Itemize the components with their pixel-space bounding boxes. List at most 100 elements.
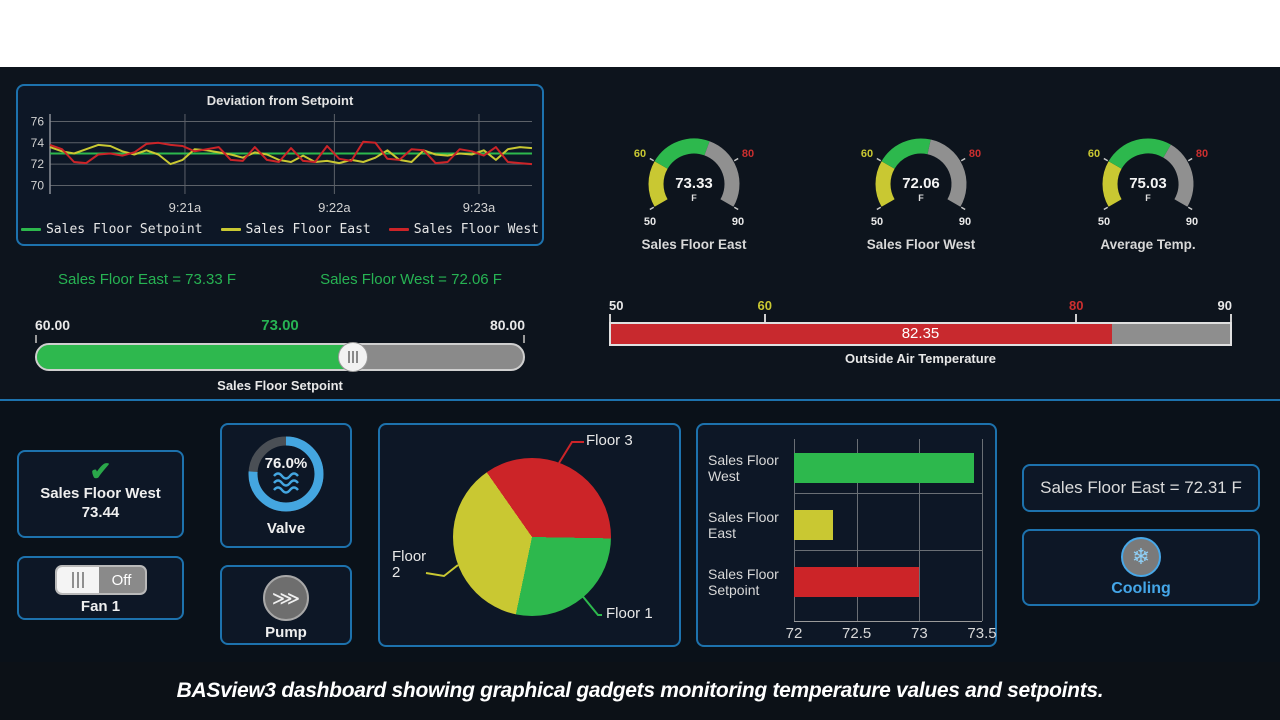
svg-text:72.06: 72.06 xyxy=(902,175,940,192)
svg-text:50: 50 xyxy=(871,216,883,228)
status-card: ✔ Sales Floor West 73.44 xyxy=(17,450,184,538)
valve-label: Valve xyxy=(266,520,306,537)
cooling-label: Cooling xyxy=(1111,580,1171,597)
oat-bar: 82.35 xyxy=(609,322,1232,346)
west-value-text: Sales Floor West = 72.06 F xyxy=(320,271,502,288)
bar-category-label: Sales Floor West xyxy=(708,452,779,484)
svg-text:80: 80 xyxy=(742,148,754,160)
gauge: 60 80 50 90 75.03 F Average Temp. xyxy=(1058,130,1238,252)
bar-axis-tick: 72.5 xyxy=(842,625,872,642)
oat-tick-label: 50 xyxy=(609,298,624,313)
pie-label-floor3: Floor 3 xyxy=(586,432,633,449)
valve-card: 76.0% Valve xyxy=(220,423,352,548)
bar-axis-tick: 73 xyxy=(910,625,928,642)
snowflake-icon: ❄ xyxy=(1131,544,1151,569)
top-white-band xyxy=(0,0,1280,67)
legend-item: Sales Floor East xyxy=(220,222,371,237)
bar xyxy=(794,510,833,540)
svg-text:90: 90 xyxy=(732,216,744,228)
gauge: 60 80 50 90 73.33 F Sales Floor East xyxy=(604,130,784,252)
pump-label: Pump xyxy=(265,624,307,641)
svg-text:72: 72 xyxy=(31,157,45,171)
fan-card: Off Fan 1 xyxy=(17,556,184,620)
slider-tick-max xyxy=(523,335,525,343)
valve-percent: 76.0% xyxy=(264,454,308,472)
svg-text:76: 76 xyxy=(31,114,45,128)
svg-text:60: 60 xyxy=(634,148,646,160)
svg-text:9:23a: 9:23a xyxy=(463,200,496,215)
slider-fill xyxy=(37,345,353,369)
oat-gadget: 50 60 80 90 82.35 Outside Air Temperature xyxy=(609,298,1232,366)
pump-card: ⋙ Pump xyxy=(220,565,352,645)
pump-button[interactable]: ⋙ xyxy=(263,575,309,621)
svg-text:70: 70 xyxy=(31,178,45,192)
oat-tick-label: 80 xyxy=(1069,298,1084,313)
fan-toggle[interactable]: Off xyxy=(54,565,147,595)
pie-label-floor1: Floor 1 xyxy=(606,605,653,622)
chart-legend: Sales Floor Setpoint Sales Floor East Sale… xyxy=(18,222,542,237)
east-value-text: Sales Floor East = 73.33 F xyxy=(58,271,237,288)
value-readouts: Sales Floor East = 73.33 F Sales Floor W… xyxy=(16,271,544,288)
slider-value-label: 73.00 xyxy=(261,317,299,334)
bar-category-label: Sales Floor Setpoint xyxy=(708,566,779,598)
bar xyxy=(794,453,975,483)
svg-text:60: 60 xyxy=(861,148,873,160)
cooling-button[interactable]: ❄ xyxy=(1121,537,1161,577)
gauge-row: 60 80 50 90 73.33 F Sales Floor East 60 80 50 90 72… xyxy=(604,130,1238,252)
pie-leader-lines xyxy=(425,441,602,616)
svg-text:80: 80 xyxy=(969,148,981,160)
waves-icon xyxy=(273,471,299,494)
bar-category-label: Sales Floor East xyxy=(708,509,779,541)
bar xyxy=(794,567,920,597)
svg-text:F: F xyxy=(1145,193,1151,203)
legend-swatch xyxy=(220,228,241,231)
section-divider xyxy=(0,399,1280,401)
caption-band: BASview3 dashboard showing graphical gad… xyxy=(0,662,1280,720)
oat-tick-labels: 50 60 80 90 xyxy=(609,298,1232,314)
bar-chart-card: 72 72.5 73 73.5 Sales Floor West Sales Floor … xyxy=(696,423,997,647)
deviation-chart-card: Deviation from Setpoint 76 74 72 70 9:21a 9:2… xyxy=(16,84,544,246)
caption-text: BASview3 dashboard showing graphical gad… xyxy=(176,679,1104,702)
setpoint-slider: 60.00 73.00 80.00 Sales Floor Setpoint xyxy=(35,317,525,393)
oat-tick-label: 90 xyxy=(1217,298,1232,313)
chart-title: Deviation from Setpoint xyxy=(206,93,354,108)
slider-max-label: 80.00 xyxy=(489,317,525,333)
oat-bar-fill xyxy=(611,324,1112,344)
pie-label-floor2: Floor 2 xyxy=(392,548,427,581)
slider-tick-min xyxy=(35,335,37,343)
gauge-label: Average Temp. xyxy=(1100,237,1196,252)
slider-title: Sales Floor Setpoint xyxy=(217,378,343,393)
legend-item: Sales Floor West xyxy=(388,222,539,237)
slider-track[interactable] xyxy=(35,342,525,372)
svg-text:9:22a: 9:22a xyxy=(318,200,351,215)
check-icon: ✔ xyxy=(89,456,112,486)
slider-handle[interactable] xyxy=(337,342,368,372)
svg-text:73.33: 73.33 xyxy=(675,175,713,192)
gauge-label: Sales Floor East xyxy=(641,237,747,252)
fan-label: Fan 1 xyxy=(80,598,121,615)
east-value-box: Sales Floor East = 72.31 F xyxy=(1022,464,1260,512)
gauge-label: Sales Floor West xyxy=(866,237,976,252)
valve-progress-ring xyxy=(248,436,324,512)
valve-ring: 76.0% xyxy=(243,431,329,517)
svg-text:90: 90 xyxy=(1186,216,1198,228)
status-point-value: 73.44 xyxy=(81,504,120,521)
chevrons-icon: ⋙ xyxy=(271,587,301,610)
slider-ticks xyxy=(35,335,525,343)
svg-text:F: F xyxy=(691,193,697,203)
svg-text:9:21a: 9:21a xyxy=(169,200,202,215)
pie-chart xyxy=(453,458,611,616)
slider-labels: 60.00 73.00 80.00 xyxy=(35,317,525,335)
legend-item: Sales Floor Setpoint xyxy=(20,222,203,237)
toggle-grip-icon xyxy=(56,567,99,593)
oat-tick-marks xyxy=(609,314,1232,322)
svg-text:50: 50 xyxy=(1098,216,1110,228)
oat-value: 82.35 xyxy=(901,325,940,342)
svg-text:74: 74 xyxy=(31,136,45,150)
bar-axis-tick: 72 xyxy=(785,625,803,642)
legend-swatch xyxy=(388,228,409,231)
svg-text:60: 60 xyxy=(1088,148,1100,160)
fan-state-label: Off xyxy=(111,571,132,589)
svg-text:90: 90 xyxy=(959,216,971,228)
